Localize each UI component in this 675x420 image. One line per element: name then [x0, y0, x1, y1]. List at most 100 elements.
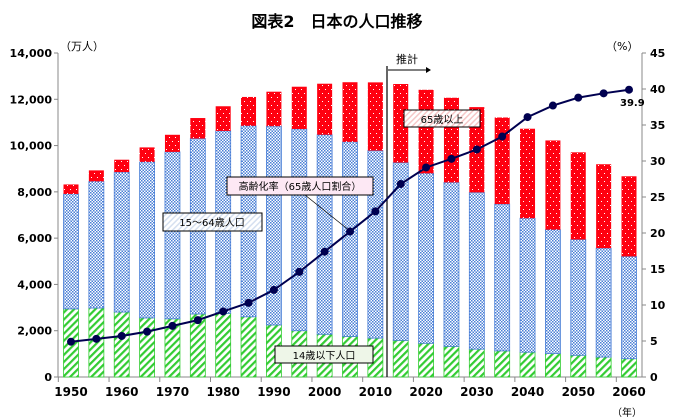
bar-elderly-1975: [190, 118, 206, 139]
left-tick-label: 2,000: [17, 325, 52, 338]
bar-children-1985: [240, 316, 257, 378]
projection-label: 推計: [396, 52, 418, 66]
bar-children-2055: [595, 356, 612, 378]
aging-rate-point-2030: [472, 145, 481, 154]
bar-working-age-2005: [342, 141, 358, 337]
aging-rate-point-1995: [295, 267, 304, 276]
bar-working-age-1970: [164, 151, 181, 320]
bar-elderly-2060: [621, 176, 637, 257]
svg-text:14歳以下人口: 14歳以下人口: [293, 350, 356, 362]
x-tick-label: 1980: [206, 385, 239, 399]
aging-rate-point-1960: [117, 331, 126, 340]
x-tick-label: 2000: [308, 385, 341, 399]
bar-elderly-2005: [342, 82, 358, 142]
x-axis-unit: （年）: [612, 406, 642, 419]
bar-working-age-1950: [63, 193, 79, 310]
bar-elderly-2045: [545, 140, 561, 230]
x-tick-label: 2040: [511, 385, 544, 399]
left-axis-unit: （万人）: [60, 40, 104, 53]
right-tick-label: 0: [650, 371, 658, 384]
bar-children-2060: [621, 358, 637, 378]
bar-working-age-1995: [291, 128, 308, 332]
bar-elderly-1950: [63, 184, 79, 194]
aging-rate-point-1950: [67, 337, 75, 346]
bar-elderly-2035: [494, 117, 510, 205]
legend-label-children: 14歳以下人口: [274, 345, 374, 364]
aging-rate-point-2015: [396, 180, 405, 189]
chart-title: 図表2 日本の人口推移: [251, 12, 422, 31]
bar-elderly-2015: [393, 84, 409, 163]
aging-rate-point-2040: [523, 113, 532, 122]
svg-text:65歳以上: 65歳以上: [421, 114, 464, 126]
bar-elderly-1965: [139, 147, 155, 162]
svg-text:高齢化率（65歳人口割合）: 高齢化率（65歳人口割合）: [239, 180, 362, 193]
bar-children-2035: [494, 350, 511, 378]
aging-rate-point-2060: [625, 85, 633, 94]
left-tick-label: 14,000: [10, 47, 53, 60]
left-tick-label: 8,000: [17, 186, 52, 199]
aging-rate-point-1985: [244, 298, 253, 307]
bar-children-2045: [545, 353, 561, 378]
right-tick-label: 35: [650, 119, 665, 132]
bar-working-age-2045: [545, 229, 561, 354]
left-tick-label: 0: [44, 371, 52, 384]
aging-rate-point-2000: [320, 247, 329, 256]
aging-rate-point-1975: [193, 316, 202, 325]
bar-elderly-2050: [570, 152, 586, 240]
bar-working-age-2020: [418, 172, 434, 344]
bar-children-2025: [443, 345, 460, 378]
bar-children-2050: [570, 354, 587, 378]
bar-working-age-2050: [570, 239, 587, 356]
bar-children-2030: [468, 348, 485, 378]
aging-rate-point-2020: [422, 163, 431, 172]
right-tick-label: 10: [650, 299, 666, 312]
bar-elderly-1955: [88, 170, 104, 182]
bar-working-age-1955: [88, 180, 105, 309]
x-tick-label: 1960: [105, 385, 138, 399]
bar-working-age-2060: [621, 256, 637, 360]
projection-arrow-icon: [388, 67, 431, 73]
bar-working-age-1965: [139, 161, 155, 319]
bar-elderly-2055: [596, 164, 612, 249]
right-tick-label: 5: [650, 335, 658, 348]
bar-working-age-1960: [113, 171, 130, 313]
bar-children-1980: [215, 312, 232, 378]
bar-elderly-2010: [367, 82, 383, 151]
legend-label-elderly: 65歳以上: [403, 109, 481, 128]
bar-elderly-1970: [164, 134, 180, 152]
aging-rate-point-2010: [371, 207, 380, 216]
last-value-label: 39.9: [620, 98, 645, 109]
legend-label-aging-rate: 高齢化率（65歳人口割合）: [226, 176, 374, 196]
right-tick-label: 45: [650, 47, 665, 60]
bar-children-2015: [392, 339, 409, 378]
aging-rate-point-1990: [269, 285, 278, 294]
left-tick-label: 4,000: [17, 278, 52, 291]
right-axis-unit: （%）: [606, 40, 638, 53]
bar-elderly-1960: [114, 159, 130, 173]
svg-text:15～64歳人口: 15～64歳人口: [179, 217, 244, 229]
x-tick-label: 2060: [612, 385, 645, 399]
aging-rate-point-2045: [548, 101, 557, 110]
bar-elderly-2000: [317, 83, 333, 135]
legend-label-working-age: 15～64歳人口: [162, 212, 263, 232]
bar-working-age-2055: [595, 247, 612, 358]
bar-elderly-2020: [418, 89, 434, 174]
aging-rate-point-1955: [92, 334, 101, 343]
left-tick-label: 6,000: [17, 232, 52, 245]
bar-working-age-2040: [519, 217, 536, 353]
bar-elderly-1990: [266, 91, 282, 127]
aging-rate-point-2055: [599, 89, 608, 98]
x-tick-label: 2020: [409, 385, 442, 399]
bar-children-1960: [113, 311, 130, 378]
bar-children-2040: [519, 351, 536, 378]
x-tick-label: 2030: [460, 385, 493, 399]
right-tick-label: 20: [650, 227, 666, 240]
aging-rate-point-2025: [447, 154, 456, 163]
aging-rate-point-1980: [219, 307, 228, 316]
left-tick-label: 10,000: [10, 140, 53, 153]
right-tick-label: 40: [650, 83, 666, 96]
aging-rate-point-2005: [346, 227, 354, 236]
x-tick-label: 1990: [257, 385, 290, 399]
